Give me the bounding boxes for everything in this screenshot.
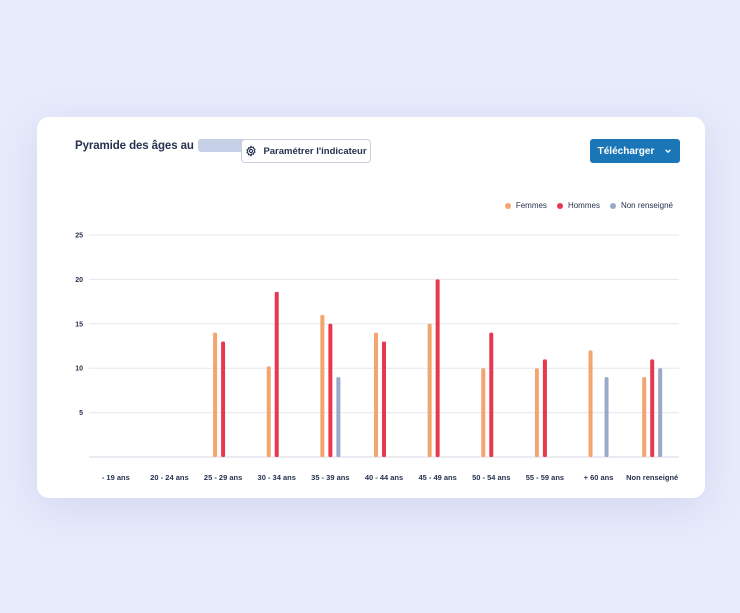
download-button[interactable]: Télécharger <box>590 139 680 163</box>
x-tick-label: + 60 ans <box>584 473 614 482</box>
legend-label: Hommes <box>567 201 600 210</box>
chart-legend: Femmes Hommes Non renseigné <box>504 201 673 210</box>
legend-label: Non renseigné <box>620 201 673 210</box>
bar-femmes <box>320 314 325 457</box>
bar-femmes <box>213 332 218 457</box>
gear-icon <box>245 145 257 157</box>
y-tick-label: 25 <box>75 233 83 240</box>
x-tick-label: 40 - 44 ans <box>365 473 403 482</box>
date-placeholder <box>197 139 252 152</box>
bar-hommes <box>328 323 333 457</box>
bar-hommes <box>435 279 440 457</box>
x-tick-label: 30 - 34 ans <box>258 473 296 482</box>
legend-label: Femmes <box>515 201 547 210</box>
legend-item[interactable]: Femmes <box>504 201 547 210</box>
bar-femmes <box>427 323 432 457</box>
y-tick-label: 15 <box>75 321 83 328</box>
x-tick-label: 20 - 24 ans <box>150 473 188 482</box>
bar-hommes <box>542 359 547 457</box>
configure-indicator-label: Paramétrer l'indicateur <box>263 145 367 157</box>
chart-title: Pyramide des âges au <box>75 139 194 152</box>
bar-femmes <box>266 366 271 457</box>
legend-item[interactable]: Non renseigné <box>609 201 673 210</box>
y-tick-label: 20 <box>75 277 83 284</box>
bar-chart: 5 10 15 20 25 - 19 ans 20 - 24 ans 25 - 29 ans 3… <box>75 233 679 482</box>
legend-dot <box>609 202 616 209</box>
bar-hommes <box>489 332 494 457</box>
chevron-down-icon <box>664 147 672 155</box>
bar-femmes <box>481 368 486 457</box>
bar-hommes <box>382 341 386 457</box>
bar-hommes <box>274 291 279 457</box>
bar-hommes <box>650 359 655 457</box>
title-row: Pyramide des âges au <box>75 139 252 152</box>
x-tick-label: 35 - 39 ans <box>311 473 349 482</box>
legend-item[interactable]: Hommes <box>556 201 600 210</box>
download-button-label: Télécharger <box>597 145 655 157</box>
x-tick-label: 25 - 29 ans <box>204 473 242 482</box>
bar-femmes <box>534 368 539 457</box>
legend-dot <box>556 202 563 209</box>
x-tick-label: 50 - 54 ans <box>472 473 510 482</box>
bar-non-renseigné <box>658 368 663 457</box>
bar-femmes <box>374 332 378 457</box>
legend-dot <box>504 202 511 209</box>
bar-femmes <box>588 350 593 457</box>
x-tick-label: 45 - 49 ans <box>418 473 456 482</box>
x-tick-label: 55 - 59 ans <box>526 473 564 482</box>
bar-femmes <box>642 377 647 457</box>
chart-card: Pyramide des âges au Paramétrer l'indica… <box>37 117 705 498</box>
configure-indicator-button[interactable]: Paramétrer l'indicateur <box>241 139 371 163</box>
bar-non-renseigné <box>604 377 609 457</box>
x-tick-label: - 19 ans <box>102 473 130 482</box>
y-tick-label: 5 <box>79 410 83 417</box>
bar-hommes <box>221 341 226 457</box>
y-tick-label: 10 <box>75 366 83 373</box>
bar-non-renseigné <box>336 377 341 457</box>
x-tick-label: Non renseigné <box>626 473 678 482</box>
